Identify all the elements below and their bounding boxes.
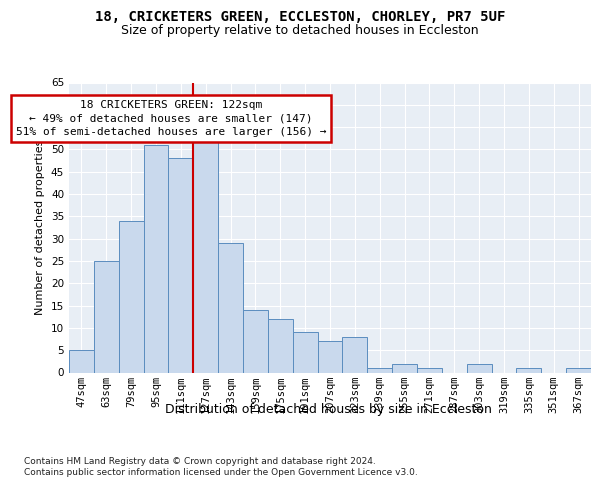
Bar	[94, 261, 119, 372]
Bar	[343, 337, 367, 372]
Bar	[268, 319, 293, 372]
Text: Distribution of detached houses by size in Eccleston: Distribution of detached houses by size …	[166, 402, 492, 415]
Bar	[169, 158, 193, 372]
Bar	[392, 364, 417, 372]
Bar	[317, 342, 343, 372]
Bar	[293, 332, 317, 372]
Bar	[193, 136, 218, 372]
Text: Contains HM Land Registry data © Crown copyright and database right 2024.
Contai: Contains HM Land Registry data © Crown c…	[24, 458, 418, 477]
Text: 18, CRICKETERS GREEN, ECCLESTON, CHORLEY, PR7 5UF: 18, CRICKETERS GREEN, ECCLESTON, CHORLEY…	[95, 10, 505, 24]
Bar	[119, 221, 143, 372]
Text: Size of property relative to detached houses in Eccleston: Size of property relative to detached ho…	[121, 24, 479, 37]
Bar	[367, 368, 392, 372]
Bar	[243, 310, 268, 372]
Bar	[566, 368, 591, 372]
Bar	[517, 368, 541, 372]
Text: 18 CRICKETERS GREEN: 122sqm
← 49% of detached houses are smaller (147)
51% of se: 18 CRICKETERS GREEN: 122sqm ← 49% of det…	[16, 100, 326, 136]
Bar	[218, 243, 243, 372]
Bar	[417, 368, 442, 372]
Bar	[69, 350, 94, 372]
Bar	[467, 364, 491, 372]
Bar	[143, 145, 169, 372]
Y-axis label: Number of detached properties: Number of detached properties	[35, 140, 46, 315]
